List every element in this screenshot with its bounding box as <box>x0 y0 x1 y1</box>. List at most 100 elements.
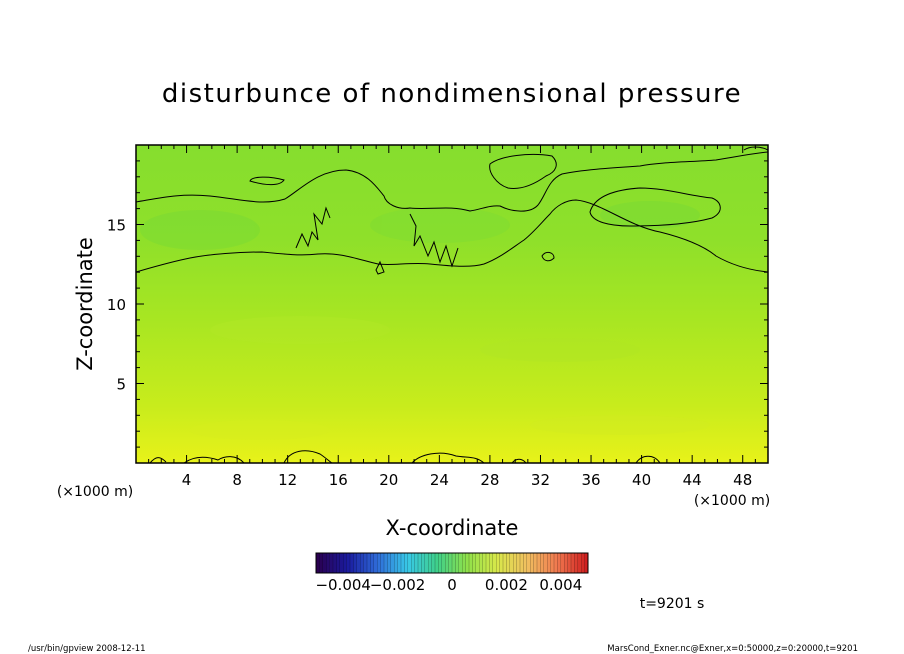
footer-left: /usr/bin/gpview 2008-12-11 <box>28 644 146 654</box>
colorbar-swatch <box>513 553 517 573</box>
x-tick-label: 24 <box>430 471 449 489</box>
footer-right: MarsCond_Exner.nc@Exner,x=0:50000,z=0:20… <box>607 644 858 654</box>
colorbar-swatch <box>489 553 494 573</box>
x-tick-label: 44 <box>683 471 702 489</box>
colorbar-tick-label: −0.004 <box>315 576 371 594</box>
colorbar-swatch <box>424 553 429 573</box>
colorbar-swatch <box>571 553 575 573</box>
colorbar-swatch <box>492 553 497 573</box>
colorbar-swatch <box>428 553 432 573</box>
colorbar-swatch <box>499 553 504 573</box>
colorbar-swatch <box>520 553 524 573</box>
colorbar-swatch <box>496 553 500 573</box>
contour-closed-top-left <box>249 176 285 186</box>
colorbar-swatch <box>431 553 436 573</box>
colorbar-swatch <box>418 553 422 573</box>
colorbar-swatch <box>479 553 483 573</box>
field-texture <box>140 201 710 440</box>
colorbar-swatch <box>543 553 548 573</box>
colorbar-swatch <box>367 553 371 573</box>
colorbar-swatch <box>554 553 558 573</box>
colorbar-swatch <box>387 553 392 573</box>
contour-noise-b <box>409 213 459 268</box>
contour-closed-small <box>541 251 555 262</box>
x-tick-label: 4 <box>182 471 192 489</box>
chart-title: disturbunce of nondimensional pressure <box>162 79 742 109</box>
colorbar-swatch <box>353 553 358 573</box>
colorbar-swatch <box>322 553 327 573</box>
colorbar-swatch <box>394 553 398 573</box>
colorbar-swatch <box>458 553 463 573</box>
x-tick-label: 8 <box>232 471 242 489</box>
colorbar-swatch <box>404 553 409 573</box>
colorbar-swatch <box>384 553 388 573</box>
colorbar-frame <box>315 552 589 574</box>
colorbar-swatch <box>401 553 405 573</box>
x-axis-title: X-coordinate <box>386 516 519 540</box>
contour-upper-band <box>136 151 768 212</box>
x-unit-right-label: (×1000 m) <box>694 493 770 509</box>
colorbar-swatch <box>346 553 351 573</box>
colorbar-swatch <box>326 553 330 573</box>
colorbar-swatch <box>530 553 534 573</box>
y-tick-label: 15 <box>107 217 126 235</box>
colorbar-swatch <box>509 553 514 573</box>
colorbar-swatch <box>577 553 582 573</box>
contour-noise-c <box>375 260 385 275</box>
colorbar-swatch <box>455 553 460 573</box>
x-tick-label: 20 <box>379 471 398 489</box>
colorbar-swatch <box>343 553 347 573</box>
colorbar-swatch <box>560 553 565 573</box>
colorbar-swatch <box>360 553 364 573</box>
colorbar-swatch <box>329 553 334 573</box>
x-axis-ticks: 4 8 12 16 20 24 28 32 36 40 44 48 <box>148 145 756 489</box>
colorbar-tick-label: 0 <box>447 576 457 594</box>
x-tick-label: 16 <box>329 471 348 489</box>
colorbar-swatch <box>445 553 449 573</box>
colorbar-swatch <box>380 553 385 573</box>
colorbar-swatch <box>370 553 375 573</box>
colorbar-swatch <box>523 553 528 573</box>
x-tick-label: 36 <box>581 471 600 489</box>
colorbar-swatch <box>533 553 538 573</box>
colorbar-swatch <box>373 553 378 573</box>
colorbar-tick-label: 0.004 <box>539 576 582 594</box>
colorbar-swatch <box>316 553 320 573</box>
contour-noise-a <box>295 206 331 249</box>
colorbar-swatch <box>581 553 585 573</box>
colorbar-swatch <box>475 553 480 573</box>
colorbar-swatch <box>435 553 439 573</box>
colorbar-swatch <box>421 553 426 573</box>
colorbar-swatch <box>526 553 531 573</box>
y-axis-ticks: 5 10 15 <box>107 160 768 448</box>
x-tick-label: 40 <box>632 471 651 489</box>
colorbar-tick-labels: −0.004−0.002 0 0.002 0.004 <box>315 576 582 594</box>
colorbar-swatch <box>469 553 473 573</box>
colorbar <box>315 552 589 574</box>
contour-lower-band <box>136 199 768 273</box>
y-tick-label: 10 <box>107 296 126 314</box>
colorbar-swatch <box>333 553 337 573</box>
colorbar-swatch <box>319 553 324 573</box>
colorbar-swatch <box>564 553 568 573</box>
colorbar-swatch <box>465 553 470 573</box>
colorbar-swatch <box>574 553 579 573</box>
contour-closed-right <box>589 187 721 227</box>
colorbar-swatch <box>540 553 545 573</box>
x-tick-label: 12 <box>278 471 297 489</box>
contour-lines <box>136 146 768 463</box>
colorbar-swatch <box>407 553 412 573</box>
colorbar-swatch <box>516 553 521 573</box>
colorbar-swatch <box>506 553 511 573</box>
colorbar-swatch <box>462 553 466 573</box>
colorbar-swatch <box>411 553 415 573</box>
colorbar-swatch <box>377 553 381 573</box>
colorbar-swatch <box>503 553 507 573</box>
colorbar-swatch <box>336 553 341 573</box>
colorbar-swatch <box>557 553 562 573</box>
colorbar-swatch <box>567 553 572 573</box>
colorbar-swatch <box>550 553 555 573</box>
y-tick-label: 5 <box>116 376 126 394</box>
y-axis-title: Z-coordinate <box>73 237 97 371</box>
